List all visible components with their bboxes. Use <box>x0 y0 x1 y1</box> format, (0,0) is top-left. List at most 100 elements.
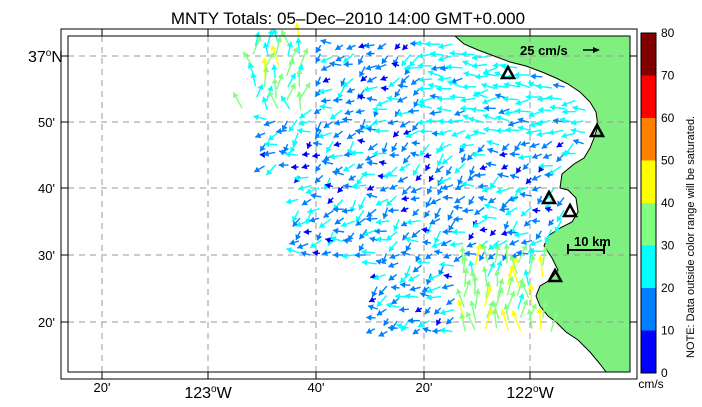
vector-head <box>469 300 476 307</box>
vector-head <box>310 192 317 200</box>
vector-head <box>482 98 489 105</box>
vector-head <box>329 60 335 68</box>
vector-head <box>537 95 543 103</box>
vector-head <box>545 206 551 213</box>
vector-head <box>553 117 559 125</box>
vector-head <box>312 152 318 159</box>
vector-head <box>475 243 483 250</box>
vector-head <box>266 169 273 176</box>
vector-head <box>357 58 364 65</box>
vector-head <box>400 77 407 84</box>
colorbar-note: NOTE: Data outside color range will be s… <box>685 116 697 358</box>
vector-head <box>354 251 360 259</box>
vector-head <box>419 149 426 156</box>
vector-head <box>503 81 510 89</box>
vector-head <box>462 207 468 214</box>
vector-head <box>553 82 559 89</box>
vector-head <box>283 146 290 153</box>
vector-head <box>422 326 429 333</box>
vector-head <box>405 245 412 252</box>
vector-head <box>310 242 316 248</box>
vector-head <box>483 126 489 133</box>
vector-head <box>394 43 401 50</box>
vector-head <box>460 105 466 112</box>
vector-head <box>405 293 411 300</box>
vector-head <box>453 256 460 262</box>
vector-head <box>397 96 404 103</box>
vector-head <box>417 62 423 69</box>
vector-head <box>442 158 449 165</box>
vector-head <box>475 73 481 80</box>
vector-head <box>280 30 287 37</box>
vector-head <box>413 266 419 273</box>
vector-head <box>518 154 524 161</box>
vector-head <box>494 269 501 275</box>
vector-head <box>323 122 330 128</box>
vector-head <box>348 234 354 241</box>
vector-head <box>446 318 453 325</box>
vector-head <box>368 144 375 151</box>
vector-head <box>436 106 443 113</box>
vector-head <box>389 151 395 159</box>
lon-label-20b: 20' <box>416 380 433 395</box>
vector-head <box>329 153 335 160</box>
vector-head <box>514 71 520 79</box>
vector-head <box>509 291 516 297</box>
vector-head <box>516 167 522 174</box>
vector-head <box>520 210 527 217</box>
vector-head <box>399 306 405 313</box>
vector-head <box>365 155 372 161</box>
vector-head <box>321 159 328 166</box>
vector-head <box>431 130 438 137</box>
vector-head <box>375 199 382 206</box>
vector-head <box>463 70 470 78</box>
vector-head <box>472 275 479 281</box>
vector-head <box>263 42 270 49</box>
vector-head <box>393 224 400 231</box>
vector-head <box>260 145 266 152</box>
vector-head <box>406 218 412 226</box>
vector-head <box>356 215 362 222</box>
vector-head <box>497 287 504 294</box>
vector-head <box>521 244 528 251</box>
vector-head <box>419 128 425 135</box>
vector-head <box>342 237 349 244</box>
vector-head <box>541 247 548 253</box>
vector-head <box>532 153 538 160</box>
vector-head <box>358 204 365 210</box>
vector-head <box>361 248 367 256</box>
vector-head <box>459 142 466 149</box>
vector-head <box>343 183 349 190</box>
vector-head <box>377 173 384 180</box>
vector-head <box>321 97 327 104</box>
vector-head <box>359 124 366 131</box>
vector-head <box>381 57 388 64</box>
colorbar-band <box>641 245 656 288</box>
vector-head <box>358 42 365 49</box>
vector-head <box>305 188 312 195</box>
vector-head <box>343 165 350 172</box>
vector-head <box>454 110 461 116</box>
lat-label-20: 20' <box>38 315 55 330</box>
vector-head <box>438 178 445 185</box>
vector-head <box>538 162 544 170</box>
vector-head <box>430 50 436 58</box>
vector-head <box>397 82 404 90</box>
vector-head <box>359 233 366 240</box>
colorbar-tick-label: 60 <box>661 111 675 125</box>
vector-head <box>391 61 398 68</box>
vector-head <box>401 145 408 152</box>
vector-head <box>481 82 488 89</box>
vector-head <box>466 241 473 248</box>
vector-head <box>388 119 394 126</box>
vector-head <box>430 198 437 205</box>
vector-head <box>396 323 403 330</box>
vector-head <box>514 231 520 238</box>
vector-head <box>380 75 387 81</box>
vector-head <box>404 64 410 72</box>
vector-head <box>315 90 321 97</box>
vector-head <box>323 212 330 218</box>
vector-head <box>261 57 268 63</box>
station-triangle <box>561 202 579 218</box>
vector-head <box>278 161 284 169</box>
